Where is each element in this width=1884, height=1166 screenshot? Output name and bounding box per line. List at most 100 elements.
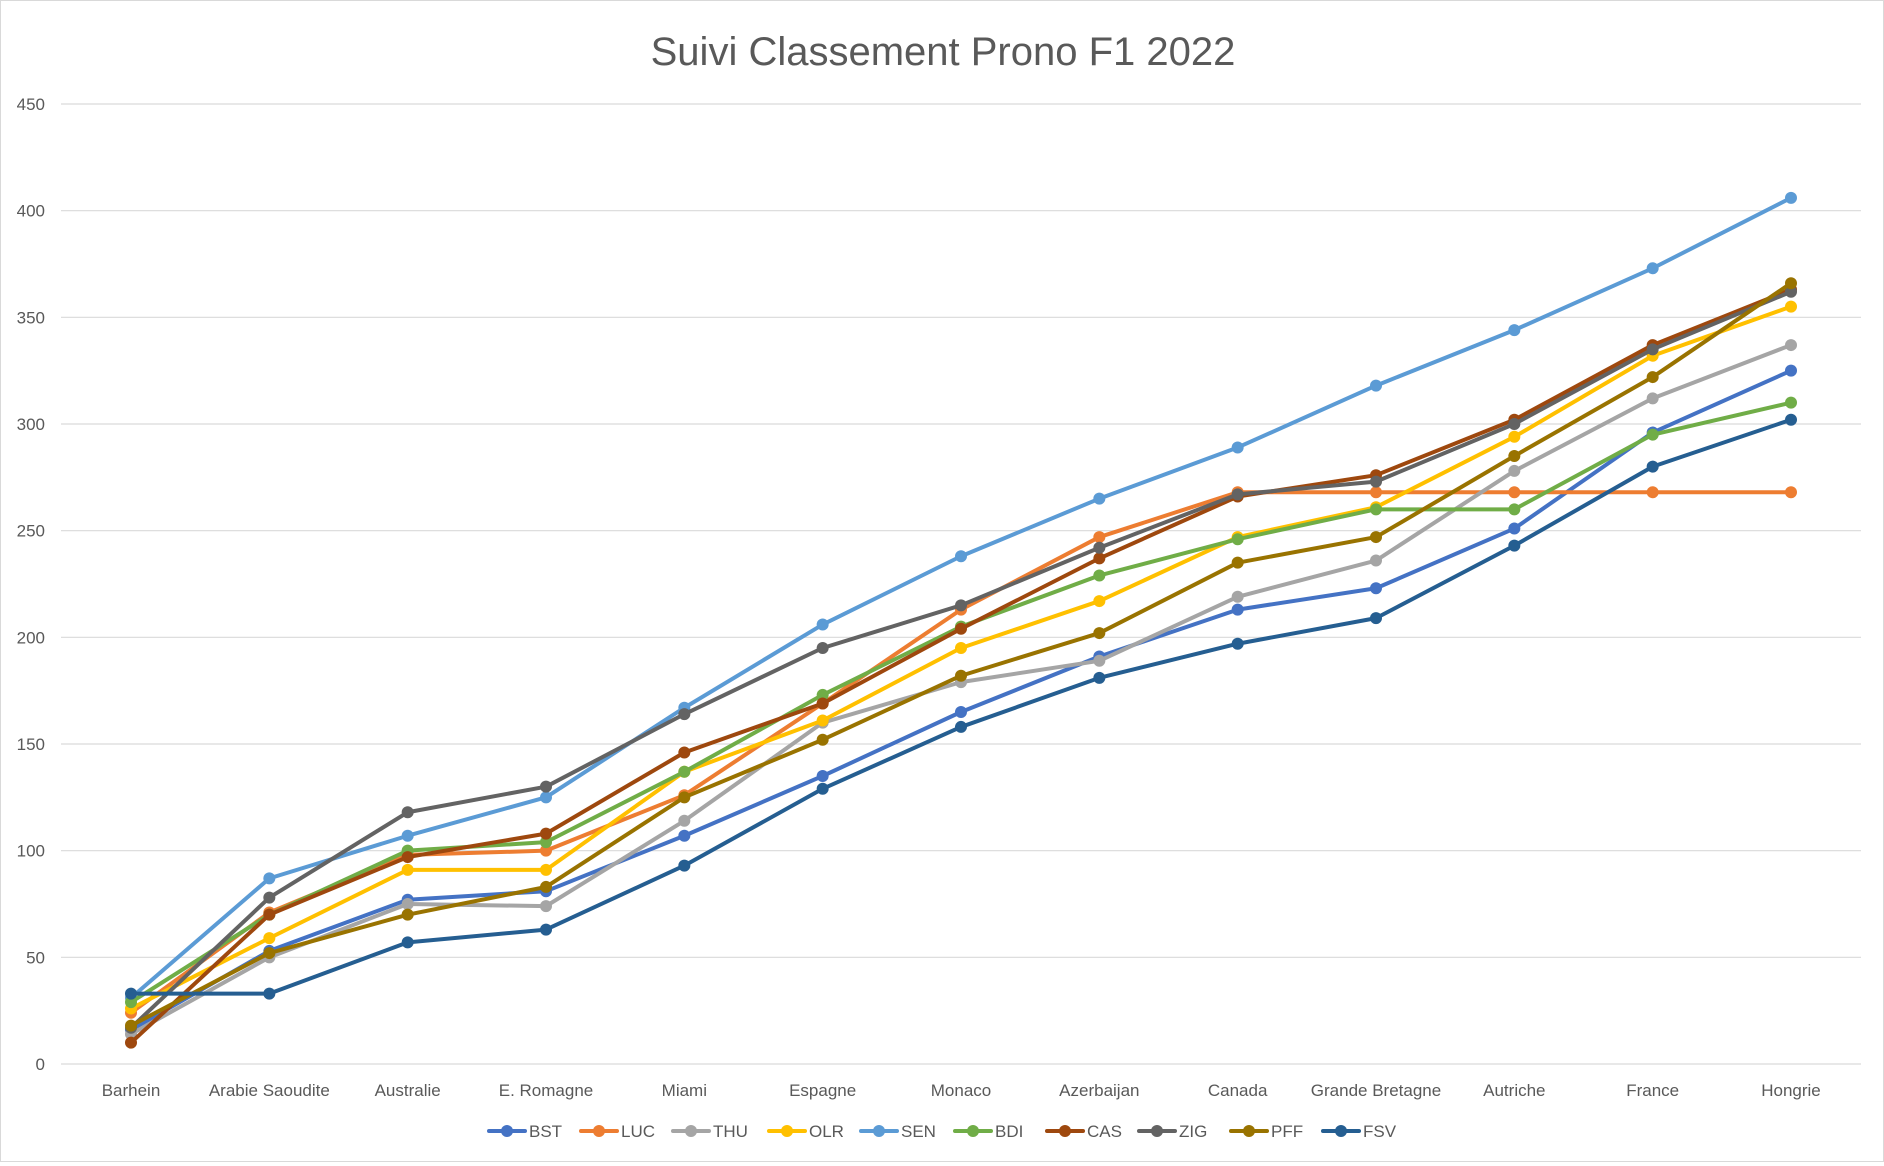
- legend-label: ZIG: [1179, 1122, 1207, 1141]
- data-point: [540, 863, 552, 876]
- legend-label: CAS: [1087, 1122, 1122, 1141]
- data-point: [955, 642, 967, 654]
- legend-marker: [1335, 1125, 1347, 1137]
- x-tick-label: France: [1626, 1081, 1679, 1100]
- data-point: [1231, 637, 1244, 650]
- data-point: [955, 669, 967, 682]
- data-point: [955, 720, 967, 733]
- data-point: [540, 780, 552, 793]
- legend-marker: [1151, 1125, 1163, 1137]
- x-axis-ticks: Barhein Arabie Saoudite Australie E. Romagn…: [102, 1081, 1821, 1100]
- data-point: [955, 706, 967, 718]
- data-point: [1646, 262, 1659, 275]
- series-line: [129, 490, 1793, 1015]
- data-point: [125, 996, 137, 1009]
- data-point: [1646, 460, 1659, 473]
- legend-marker: [873, 1125, 885, 1137]
- data-point: [540, 844, 552, 857]
- data-point: [816, 642, 829, 654]
- data-point: [1508, 418, 1521, 430]
- data-point: [540, 880, 552, 893]
- data-point: [540, 923, 552, 936]
- data-point: [955, 550, 967, 563]
- data-point: [955, 622, 967, 635]
- data-point: [1093, 492, 1106, 505]
- data-point: [1785, 300, 1797, 313]
- data-point: [1231, 556, 1244, 569]
- series-lines: [125, 191, 1797, 1049]
- data-point: [1508, 539, 1521, 552]
- data-point: [1785, 191, 1797, 204]
- x-tick-label: Hongrie: [1761, 1081, 1821, 1100]
- data-point: [401, 908, 414, 921]
- x-tick-label: Autriche: [1483, 1081, 1545, 1100]
- data-point: [678, 814, 691, 827]
- data-point: [678, 708, 691, 721]
- data-point: [955, 599, 967, 612]
- y-tick-label: 50: [26, 948, 45, 967]
- data-point: [1508, 503, 1521, 516]
- data-point: [1093, 552, 1106, 565]
- data-point: [1370, 379, 1382, 392]
- legend-marker: [685, 1125, 697, 1137]
- data-point: [540, 791, 552, 804]
- legend-label: FSV: [1363, 1122, 1397, 1141]
- y-axis-ticks: 0 50 100 150 200 250 300 350 400 450: [17, 95, 45, 1074]
- data-point: [816, 733, 829, 746]
- data-point: [1370, 531, 1382, 544]
- y-tick-label: 400: [17, 202, 45, 221]
- legend-item-sen: SEN: [859, 1122, 936, 1141]
- data-point: [1370, 554, 1382, 567]
- data-point: [1508, 450, 1521, 462]
- legend-item-fsv: FSV: [1321, 1122, 1397, 1141]
- data-point: [1785, 339, 1797, 352]
- x-tick-label: Espagne: [789, 1081, 856, 1100]
- y-tick-label: 150: [17, 735, 45, 754]
- y-tick-label: 200: [17, 628, 45, 647]
- legend: BST LUC THU OLR SEN BDI CAS ZIG PFF FSV: [487, 1122, 1397, 1141]
- legend-item-bdi: BDI: [953, 1122, 1023, 1141]
- y-tick-label: 0: [36, 1055, 45, 1074]
- data-point: [401, 829, 414, 842]
- legend-label: LUC: [621, 1122, 655, 1141]
- x-tick-label: Azerbaijan: [1059, 1081, 1139, 1100]
- data-point: [1370, 486, 1382, 499]
- data-point: [263, 947, 276, 960]
- x-tick-label: Grande Bretagne: [1311, 1081, 1441, 1100]
- legend-label: BST: [529, 1122, 562, 1141]
- data-point: [1785, 413, 1797, 426]
- data-point: [816, 618, 829, 631]
- x-tick-label: Arabie Saoudite: [209, 1081, 330, 1100]
- data-point: [678, 829, 691, 842]
- gridlines: [61, 103, 1861, 1065]
- series-fsv: [125, 413, 1797, 1000]
- data-point: [1508, 486, 1521, 499]
- x-tick-label: Miami: [662, 1081, 707, 1100]
- data-point: [1370, 612, 1382, 625]
- legend-marker: [593, 1125, 605, 1137]
- data-point: [1646, 371, 1659, 384]
- series-sen: [125, 191, 1797, 1004]
- legend-item-bst: BST: [487, 1122, 562, 1141]
- data-point: [401, 898, 414, 910]
- data-point: [1093, 541, 1106, 554]
- legend-item-thu: THU: [671, 1122, 748, 1141]
- data-point: [1093, 531, 1106, 544]
- data-point: [1231, 488, 1244, 501]
- data-point: [125, 987, 137, 1000]
- data-point: [816, 697, 829, 710]
- series-cas: [125, 283, 1797, 1049]
- y-tick-label: 450: [17, 95, 45, 114]
- legend-item-olr: OLR: [767, 1122, 844, 1141]
- data-point: [1646, 392, 1659, 405]
- data-point: [401, 863, 414, 876]
- data-point: [816, 770, 829, 782]
- data-point: [1508, 324, 1521, 337]
- data-point: [1785, 486, 1797, 499]
- legend-label: THU: [713, 1122, 748, 1141]
- data-point: [816, 688, 829, 701]
- series-line: [129, 343, 1793, 1037]
- data-point: [401, 851, 414, 864]
- series-zig: [125, 285, 1797, 1034]
